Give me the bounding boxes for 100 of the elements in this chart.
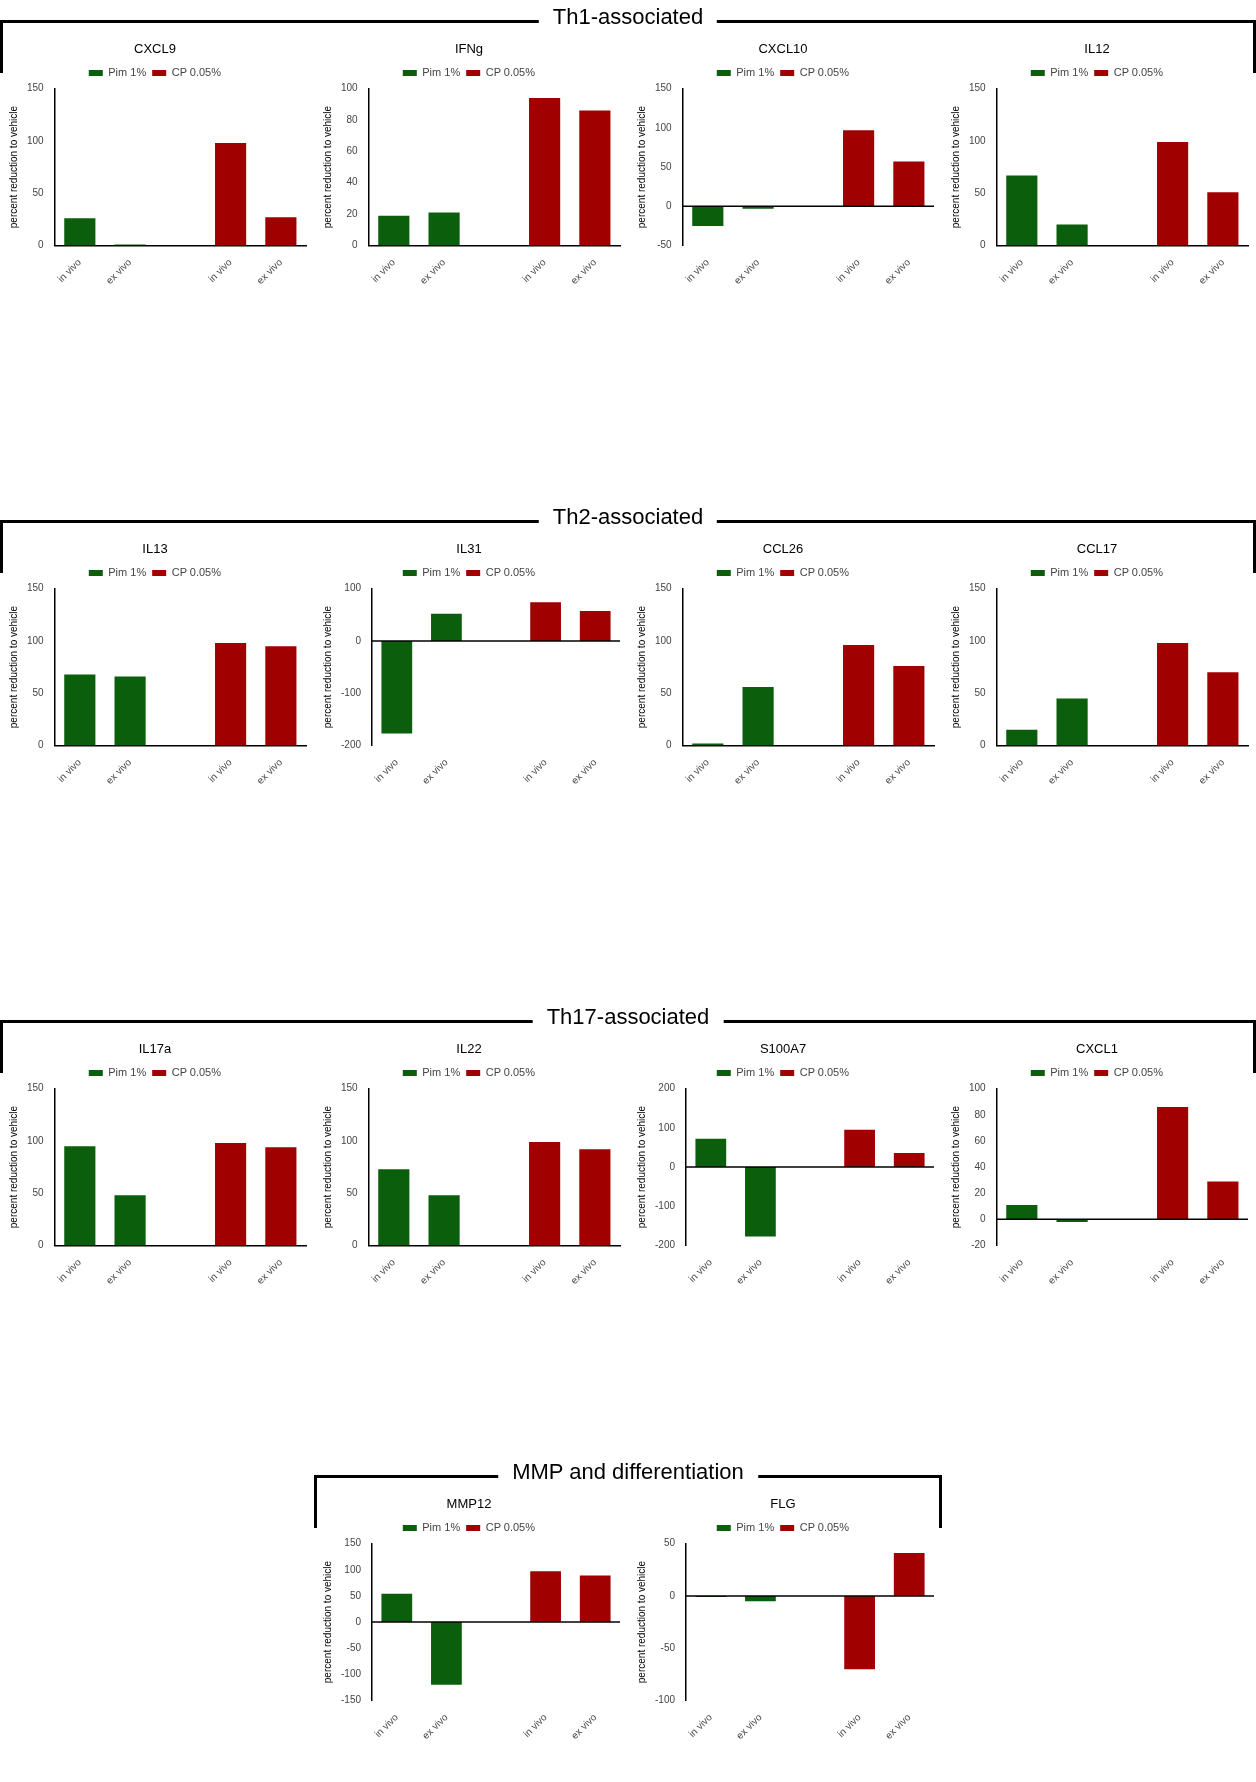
y-tick-label: 150 [341, 1082, 359, 1094]
x-tick-label: ex vivo [1196, 256, 1227, 287]
legend-label: CP 0.05% [799, 66, 850, 79]
x-tick-label: in vivo [206, 256, 235, 285]
legend-label: Pim 1% [736, 66, 775, 79]
x-tick-label: ex vivo [419, 756, 451, 787]
x-tick-label: ex vivo [568, 756, 599, 787]
x-tick-label: ex vivo [254, 1256, 285, 1287]
chart-title: CCL26 [762, 541, 804, 557]
x-tick-label: in vivo [686, 1711, 715, 1740]
legend-label: CP 0.05% [799, 566, 850, 579]
y-tick-label: 20 [974, 1186, 987, 1198]
y-tick-label: 80 [346, 113, 359, 125]
y-tick-label: 100 [27, 1134, 45, 1146]
y-tick-label: 80 [974, 1108, 987, 1120]
legend-label: Pim 1% [108, 66, 147, 79]
legend-label: CP 0.05% [171, 1066, 222, 1079]
text: Th1-associated [538, 4, 718, 30]
x-tick-label: in vivo [1148, 1256, 1177, 1285]
x-tick-label: ex vivo [1196, 1256, 1227, 1287]
y-tick-label: 100 [344, 1563, 362, 1575]
x-tick-label: in vivo [1148, 756, 1177, 785]
chart-title: IL22 [456, 1041, 482, 1057]
y-tick-label: 50 [32, 686, 45, 698]
y-axis-title: percent reduction to vehicle [321, 605, 333, 729]
x-tick-label: in vivo [520, 256, 549, 285]
y-tick-label: 50 [346, 1186, 359, 1198]
y-tick-label: 0 [355, 634, 362, 646]
legend-label: CP 0.05% [171, 66, 222, 79]
y-axis-title: percent reduction to vehicle [635, 1560, 647, 1684]
y-tick-label: -20 [971, 1239, 987, 1251]
y-tick-label: -50 [657, 239, 673, 251]
legend-label: CP 0.05% [485, 566, 536, 579]
legend-label: CP 0.05% [485, 1066, 536, 1079]
x-tick-label: in vivo [521, 1711, 550, 1740]
y-tick-label: 150 [655, 82, 673, 94]
y-tick-label: 100 [658, 1121, 676, 1133]
legend-label: CP 0.05% [1113, 66, 1164, 79]
x-tick-label: ex vivo [882, 1711, 913, 1742]
chart-title: S100A7 [759, 1041, 807, 1057]
y-tick-label: 200 [658, 1082, 676, 1094]
y-tick-label: -100 [341, 1668, 362, 1680]
legend-label: CP 0.05% [1113, 566, 1164, 579]
y-axis-title: percent reduction to vehicle [635, 105, 647, 229]
y-tick-label: -50 [660, 1641, 676, 1653]
x-tick-label: in vivo [55, 1256, 84, 1285]
x-tick-label: in vivo [372, 756, 401, 785]
x-tick-label: in vivo [521, 756, 550, 785]
y-tick-label: -100 [341, 686, 362, 698]
y-tick-label: 50 [349, 1589, 362, 1601]
x-tick-label: ex vivo [733, 1711, 765, 1742]
x-tick-label: in vivo [520, 1256, 549, 1285]
x-tick-label: in vivo [1148, 256, 1177, 285]
chart-title: IL13 [142, 541, 168, 557]
legend-label: Pim 1% [1050, 566, 1089, 579]
y-tick-label: 0 [38, 239, 45, 251]
legend-label: CP 0.05% [1113, 1066, 1164, 1079]
legend-label: Pim 1% [422, 66, 461, 79]
x-tick-label: in vivo [369, 1256, 398, 1285]
y-tick-label: 100 [655, 121, 673, 133]
x-tick-label: ex vivo [103, 1256, 134, 1287]
y-tick-label: 100 [344, 582, 362, 594]
y-tick-label: 60 [974, 1134, 987, 1146]
legend-label: Pim 1% [422, 566, 461, 579]
x-tick-label: ex vivo [1045, 756, 1076, 787]
legend-label: Pim 1% [422, 1521, 461, 1534]
legend-label: CP 0.05% [171, 566, 222, 579]
y-tick-label: 50 [974, 686, 987, 698]
y-axis-title: percent reduction to vehicle [321, 1105, 333, 1229]
x-tick-label: ex vivo [733, 1256, 765, 1287]
x-tick-label: ex vivo [882, 1256, 913, 1287]
x-tick-label: ex vivo [731, 256, 762, 287]
y-tick-label: 0 [669, 1160, 676, 1172]
x-tick-label: in vivo [206, 1256, 235, 1285]
legend-label: Pim 1% [422, 1066, 461, 1079]
legend-label: Pim 1% [108, 566, 147, 579]
x-tick-label: ex vivo [1045, 1256, 1076, 1287]
x-tick-label: in vivo [997, 756, 1026, 785]
x-tick-label: ex vivo [254, 256, 285, 287]
y-tick-label: -100 [655, 1200, 676, 1212]
y-tick-label: 100 [969, 634, 987, 646]
text: Th2-associated [538, 504, 718, 530]
y-tick-label: 20 [346, 207, 359, 219]
y-tick-label: 50 [660, 686, 673, 698]
chart-title: CXCL9 [134, 41, 176, 57]
chart-title: IFNg [454, 41, 484, 57]
legend-label: CP 0.05% [799, 1521, 850, 1534]
y-tick-label: 50 [663, 1537, 676, 1549]
y-axis-title: percent reduction to vehicle [949, 105, 961, 229]
y-tick-label: 150 [27, 1082, 45, 1094]
x-tick-label: in vivo [834, 256, 863, 285]
y-axis-title: percent reduction to vehicle [949, 605, 961, 729]
x-tick-label: in vivo [997, 256, 1026, 285]
x-tick-label: ex vivo [1196, 756, 1227, 787]
y-tick-label: 0 [355, 1615, 362, 1627]
y-tick-label: 100 [27, 134, 45, 146]
x-tick-label: in vivo [55, 756, 84, 785]
legend-label: Pim 1% [736, 1521, 775, 1534]
chart-title: IL31 [456, 541, 482, 557]
y-axis-title: percent reduction to vehicle [7, 1105, 19, 1229]
